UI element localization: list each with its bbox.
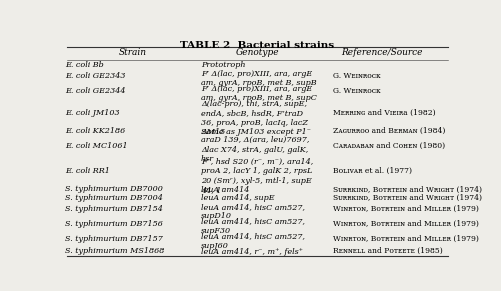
Text: Cᴀʀᴀᴅᴀʙᴀɴ and Cᴏʜᴇɴ (1980): Cᴀʀᴀᴅᴀʙᴀɴ and Cᴏʜᴇɴ (1980) [333, 142, 444, 150]
Text: Zᴀɢᴜʀʀᴏᴏ and Bᴇʀᴍᴀɴ (1984): Zᴀɢᴜʀʀᴏᴏ and Bᴇʀᴍᴀɴ (1984) [333, 127, 444, 135]
Text: leuA am414: leuA am414 [200, 186, 248, 194]
Text: E. coli JM103: E. coli JM103 [65, 109, 119, 117]
Text: E. coli RR1: E. coli RR1 [65, 167, 109, 175]
Text: Genotype: Genotype [235, 48, 279, 57]
Text: Sᴜʀʀᴋɪɴᴅ, Bᴏᴛʀᴛᴇɪɴ and Wʀɪɢʜᴛ (1974): Sᴜʀʀᴋɪɴᴅ, Bᴏᴛʀᴛᴇɪɴ and Wʀɪɢʜᴛ (1974) [333, 194, 481, 202]
Text: E. coli GE2344: E. coli GE2344 [65, 87, 125, 95]
Text: F’ Δ(lac, pro)XIII, ara, argE
am, gyrA, rpoB, met B, supC: F’ Δ(lac, pro)XIII, ara, argE am, gyrA, … [200, 85, 316, 102]
Text: Wɪɴʀᴛᴏɴ, Bᴏᴛʀᴛᴇɪɴ and Mɪʟʟᴇʀ (1979): Wɪɴʀᴛᴏɴ, Bᴏᴛʀᴛᴇɪɴ and Mɪʟʟᴇʀ (1979) [333, 205, 478, 213]
Text: E. coli GE2343: E. coli GE2343 [65, 72, 125, 80]
Text: S. typhimurium DB7000: S. typhimurium DB7000 [65, 185, 162, 193]
Text: TABLE 2  Bacterial strains: TABLE 2 Bacterial strains [180, 40, 334, 49]
Text: Bᴏʟɪᴠᴀʀ et al. (1977): Bᴏʟɪᴠᴀʀ et al. (1977) [333, 167, 411, 175]
Text: G. Wᴇɪɴʀᴏᴄᴋ: G. Wᴇɪɴʀᴏᴄᴋ [333, 72, 380, 80]
Text: Δ(lac-pro), thi, strA, supE,
endA, sbcB, hsdR, F’traD
36, proA, proB, lacIq, lac: Δ(lac-pro), thi, strA, supE, endA, sbcB,… [200, 100, 307, 136]
Text: Sᴜʀʀᴋɪɴᴅ, Bᴏᴛʀᴛᴇɪɴ and Wʀɪɢʜᴛ (1974): Sᴜʀʀᴋɪɴᴅ, Bᴏᴛʀᴛᴇɪɴ and Wʀɪɢʜᴛ (1974) [333, 185, 481, 193]
Text: F⁻, hsd S20 (r⁻, m⁻), ara14,
proA 2, lacY 1, galK 2, rpsL
20 (Smʳ), xyl-5, mtl-1: F⁻, hsd S20 (r⁻, m⁻), ara14, proA 2, lac… [200, 158, 313, 194]
Text: Same as JM103 except P1⁻: Same as JM103 except P1⁻ [200, 128, 310, 136]
Text: leuA am414, hisC am527,
supJ60: leuA am414, hisC am527, supJ60 [200, 233, 304, 250]
Text: S. typhimurium DB7156: S. typhimurium DB7156 [65, 220, 162, 228]
Text: S. typhimurium MS1868: S. typhimurium MS1868 [65, 247, 164, 255]
Text: Prototroph: Prototroph [200, 61, 245, 69]
Text: araD 139, Δ(ara, leu)7697,
Δlac X74, strA, galU, galK,
hsr: araD 139, Δ(ara, leu)7697, Δlac X74, str… [200, 136, 309, 163]
Text: S. typhimurium DB7004: S. typhimurium DB7004 [65, 194, 162, 202]
Text: F’ Δ(lac, pro)XIII, ara, argE
am, gyrA, rpoB, met B, supB: F’ Δ(lac, pro)XIII, ara, argE am, gyrA, … [200, 70, 316, 87]
Text: E. coli Bb: E. coli Bb [65, 61, 103, 69]
Text: G. Wᴇɪɴʀᴏᴄᴋ: G. Wᴇɪɴʀᴏᴄᴋ [333, 87, 380, 95]
Text: E. coli MC1061: E. coli MC1061 [65, 142, 127, 150]
Text: Wɪɴʀᴛᴏɴ, Bᴏᴛʀᴛᴇɪɴ and Mɪʟʟᴇʀ (1979): Wɪɴʀᴛᴏɴ, Bᴏᴛʀᴛᴇɪɴ and Mɪʟʟᴇʀ (1979) [333, 220, 478, 228]
Text: leuA am414, hisC am527,
supD10: leuA am414, hisC am527, supD10 [200, 203, 304, 220]
Text: Strain: Strain [119, 48, 146, 57]
Text: leuA am414, supE: leuA am414, supE [200, 194, 274, 202]
Text: leuA am414, hisC am527,
supF30: leuA am414, hisC am527, supF30 [200, 218, 304, 235]
Text: E. coli KK2186: E. coli KK2186 [65, 127, 125, 135]
Text: Reference/Source: Reference/Source [340, 48, 422, 57]
Text: S. typhimurium DB7154: S. typhimurium DB7154 [65, 205, 162, 213]
Text: Mᴇʀʀɪɴɢ and Vɪᴇɪʀa (1982): Mᴇʀʀɪɴɢ and Vɪᴇɪʀa (1982) [333, 109, 435, 117]
Text: leuA am414, r⁻, m⁺, fels⁺: leuA am414, r⁻, m⁺, fels⁺ [200, 248, 302, 255]
Text: Wɪɴʀᴛᴏɴ, Bᴏᴛʀᴛᴇɪɴ and Mɪʟʟᴇʀ (1979): Wɪɴʀᴛᴏɴ, Bᴏᴛʀᴛᴇɪɴ and Mɪʟʟᴇʀ (1979) [333, 235, 478, 243]
Text: Rᴇɴɴᴇʟʟ and Pᴏᴛᴇᴇᴛᴇ (1985): Rᴇɴɴᴇʟʟ and Pᴏᴛᴇᴇᴛᴇ (1985) [333, 247, 442, 255]
Text: S. typhimurium DB7157: S. typhimurium DB7157 [65, 235, 162, 243]
